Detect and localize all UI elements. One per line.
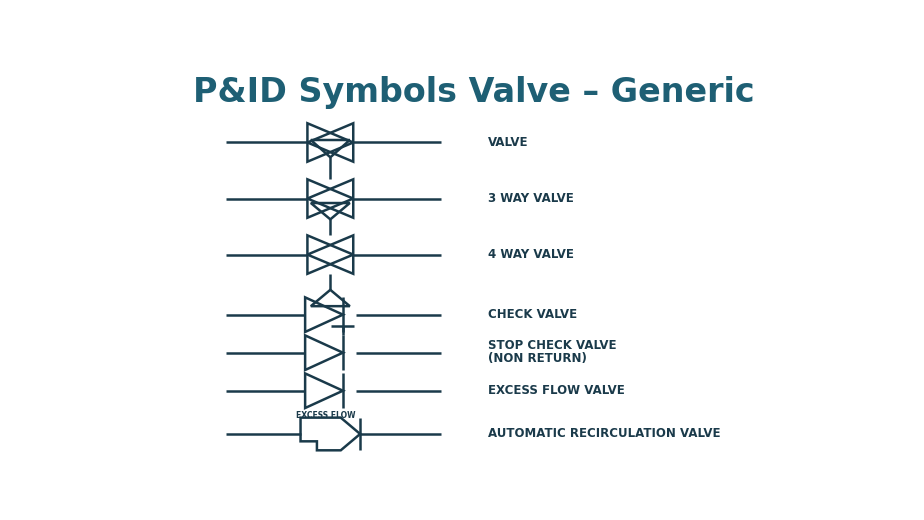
- Text: EXCESS FLOW VALVE: EXCESS FLOW VALVE: [488, 384, 625, 397]
- Text: CHECK VALVE: CHECK VALVE: [488, 308, 577, 321]
- Text: (NON RETURN): (NON RETURN): [488, 352, 587, 365]
- Text: VALVE: VALVE: [488, 136, 529, 149]
- Text: AUTOMATIC RECIRCULATION VALVE: AUTOMATIC RECIRCULATION VALVE: [488, 427, 721, 440]
- Text: P&ID Symbols Valve – Generic: P&ID Symbols Valve – Generic: [193, 76, 754, 109]
- Text: 4 WAY VALVE: 4 WAY VALVE: [488, 248, 574, 261]
- Text: EXCESS FLOW: EXCESS FLOW: [296, 411, 355, 420]
- Text: STOP CHECK VALVE: STOP CHECK VALVE: [488, 339, 616, 352]
- Text: 3 WAY VALVE: 3 WAY VALVE: [488, 192, 574, 205]
